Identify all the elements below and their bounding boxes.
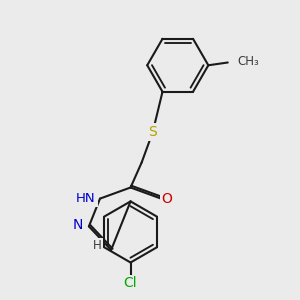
Text: Cl: Cl [124, 276, 137, 290]
Text: S: S [148, 125, 157, 139]
Text: N: N [72, 218, 83, 232]
Text: CH₃: CH₃ [238, 56, 259, 68]
Text: HN: HN [76, 192, 96, 205]
Text: O: O [161, 192, 172, 206]
Text: H: H [93, 239, 102, 252]
